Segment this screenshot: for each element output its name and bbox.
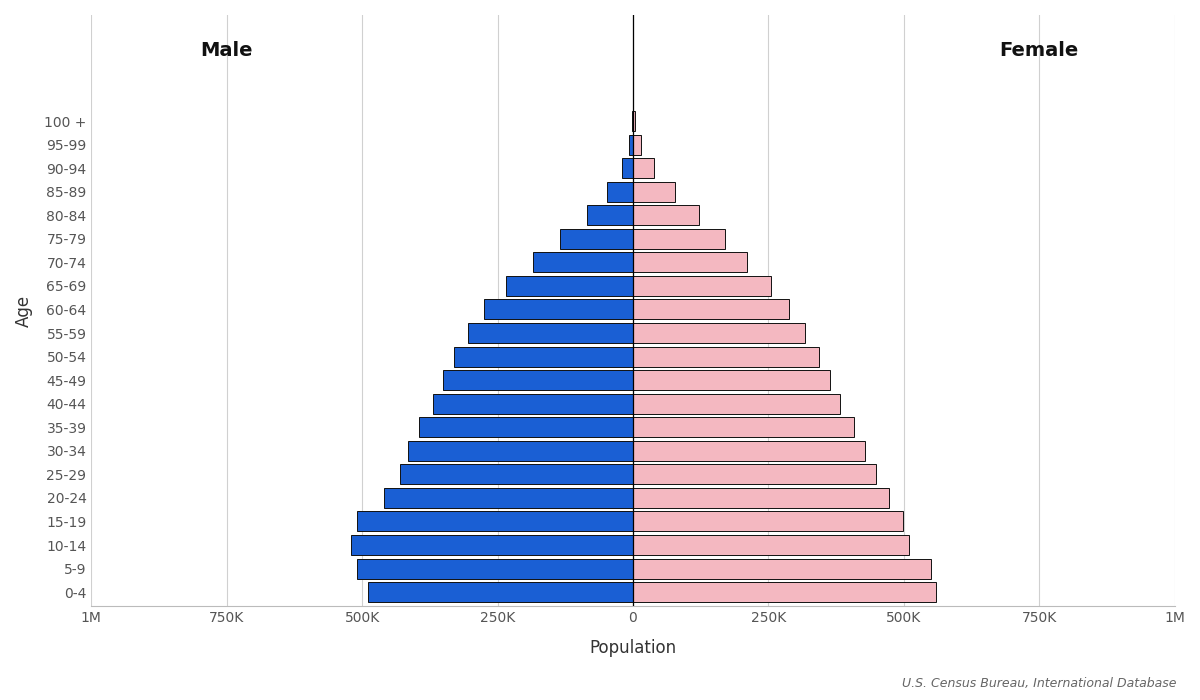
Bar	[408, 441, 632, 461]
Bar	[632, 134, 641, 155]
Bar	[629, 134, 632, 155]
Bar	[632, 535, 910, 555]
Bar	[533, 252, 632, 272]
Bar	[632, 488, 888, 508]
Bar	[632, 559, 931, 579]
Bar	[356, 559, 632, 579]
Bar	[632, 252, 746, 272]
Bar	[384, 488, 632, 508]
Text: U.S. Census Bureau, International Database: U.S. Census Bureau, International Databa…	[901, 676, 1176, 690]
Bar	[622, 158, 632, 178]
Bar	[443, 370, 632, 390]
Bar	[632, 441, 865, 461]
Bar	[468, 323, 632, 343]
Bar	[607, 182, 632, 202]
Bar	[632, 229, 725, 248]
Bar	[632, 158, 654, 178]
Text: Female: Female	[1000, 41, 1079, 60]
Bar	[632, 276, 772, 296]
Bar	[419, 417, 632, 438]
Bar	[632, 370, 829, 390]
Bar	[632, 182, 676, 202]
Y-axis label: Age: Age	[14, 295, 32, 327]
Bar	[400, 464, 632, 484]
Bar	[352, 535, 632, 555]
Bar	[632, 323, 805, 343]
Bar	[432, 393, 632, 414]
X-axis label: Population: Population	[589, 639, 677, 657]
Bar	[455, 346, 632, 367]
Bar	[632, 300, 788, 319]
Bar	[560, 229, 632, 248]
Text: Male: Male	[200, 41, 253, 60]
Bar	[632, 417, 854, 438]
Bar	[632, 582, 936, 602]
Bar	[367, 582, 632, 602]
Bar	[505, 276, 632, 296]
Bar	[632, 464, 876, 484]
Bar	[632, 512, 902, 531]
Bar	[484, 300, 632, 319]
Bar	[632, 205, 700, 225]
Bar	[632, 111, 635, 131]
Bar	[587, 205, 632, 225]
Bar	[632, 346, 818, 367]
Bar	[356, 512, 632, 531]
Bar	[632, 393, 840, 414]
